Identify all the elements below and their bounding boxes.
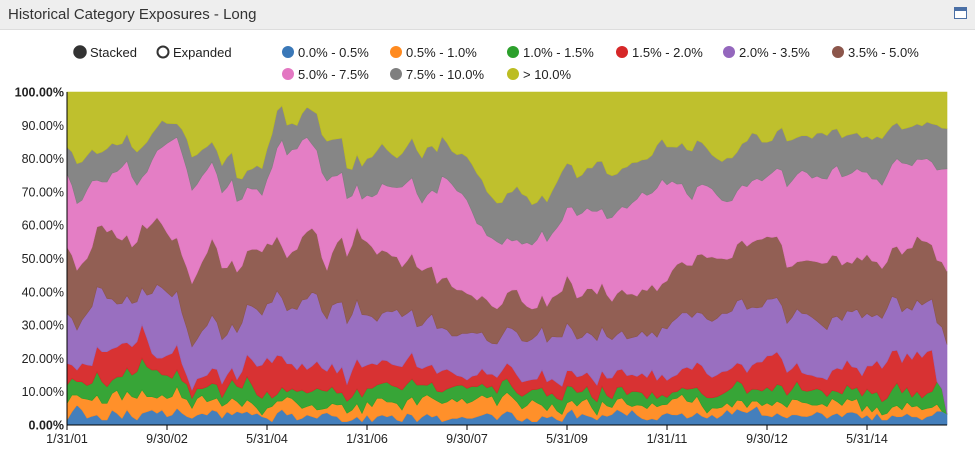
legend-swatch[interactable] bbox=[832, 46, 844, 58]
legend-swatch[interactable] bbox=[507, 68, 519, 80]
x-tick-label: 9/30/12 bbox=[746, 432, 788, 446]
y-tick-label: 60.00% bbox=[22, 219, 64, 233]
expanded-label: Expanded bbox=[173, 45, 232, 60]
stacked-label: Stacked bbox=[90, 45, 137, 60]
legend-label: 7.5% - 10.0% bbox=[406, 67, 484, 82]
y-tick-label: 50.00% bbox=[22, 252, 64, 266]
legend-label: 0.5% - 1.0% bbox=[406, 45, 477, 60]
legend-swatch[interactable] bbox=[282, 68, 294, 80]
y-tick-label: 20.00% bbox=[22, 352, 64, 366]
plot-area bbox=[66, 91, 948, 426]
area-series-9[interactable] bbox=[66, 91, 948, 206]
y-tick-label: 0.00% bbox=[29, 419, 64, 433]
x-tick-label: 9/30/02 bbox=[146, 432, 188, 446]
x-tick-label: 9/30/07 bbox=[446, 432, 488, 446]
legend-swatch[interactable] bbox=[723, 46, 735, 58]
maximize-icon[interactable] bbox=[954, 7, 967, 19]
legend-item-9[interactable]: > 10.0% bbox=[507, 67, 572, 82]
legend-swatch[interactable] bbox=[390, 46, 402, 58]
legend-item-5[interactable]: 2.0% - 3.5% bbox=[723, 45, 810, 60]
legend-label: > 10.0% bbox=[523, 67, 572, 82]
legend-label: 3.5% - 5.0% bbox=[848, 45, 919, 60]
y-tick-label: 30.00% bbox=[22, 319, 64, 333]
x-tick-label: 5/31/09 bbox=[546, 432, 588, 446]
expanded-radio[interactable]: Expanded bbox=[156, 45, 232, 60]
expanded-radio-dot[interactable] bbox=[156, 45, 170, 59]
x-tick-label: 1/31/06 bbox=[346, 432, 388, 446]
y-axis: 100.00% 90.00% 80.00% 70.00% 60.00% 50.00% 40.… bbox=[15, 86, 68, 433]
x-tick-label: 1/31/11 bbox=[647, 432, 688, 446]
y-tick-label: 100.00% bbox=[15, 86, 64, 100]
legend-item-6[interactable]: 3.5% - 5.0% bbox=[832, 45, 919, 60]
legend-label: 0.0% - 0.5% bbox=[298, 45, 369, 60]
legend-swatch[interactable] bbox=[616, 46, 628, 58]
x-axis: 1/31/01 9/30/02 5/31/04 1/31/06 9/30/07 5/31/… bbox=[46, 424, 947, 446]
x-tick-label: 5/31/14 bbox=[846, 432, 888, 446]
y-tick-label: 70.00% bbox=[22, 185, 64, 199]
panel-header: Historical Category Exposures - Long bbox=[0, 0, 975, 30]
legend-label: 2.0% - 3.5% bbox=[739, 45, 810, 60]
x-tick-label: 5/31/04 bbox=[246, 432, 288, 446]
legend-item-8[interactable]: 7.5% - 10.0% bbox=[390, 67, 484, 82]
y-tick-label: 80.00% bbox=[22, 152, 64, 166]
chart-controls: Stacked Expanded bbox=[73, 45, 232, 60]
stacked-radio[interactable]: Stacked bbox=[73, 45, 137, 60]
legend-swatch[interactable] bbox=[507, 46, 519, 58]
legend-item-2[interactable]: 0.5% - 1.0% bbox=[390, 45, 477, 60]
legend-item-1[interactable]: 0.0% - 0.5% bbox=[282, 45, 369, 60]
legend-item-3[interactable]: 1.0% - 1.5% bbox=[507, 45, 594, 60]
legend-label: 1.0% - 1.5% bbox=[523, 45, 594, 60]
panel-title: Historical Category Exposures - Long bbox=[8, 6, 257, 23]
legend-item-7[interactable]: 5.0% - 7.5% bbox=[282, 67, 369, 82]
y-tick-label: 90.00% bbox=[22, 119, 64, 133]
legend-swatch[interactable] bbox=[282, 46, 294, 58]
legend-label: 1.5% - 2.0% bbox=[632, 45, 703, 60]
y-tick-label: 10.00% bbox=[22, 385, 64, 399]
stacked-radio-dot[interactable] bbox=[73, 45, 87, 59]
legend-item-4[interactable]: 1.5% - 2.0% bbox=[616, 45, 703, 60]
x-tick-label: 1/31/01 bbox=[46, 432, 88, 446]
legend-swatch[interactable] bbox=[390, 68, 402, 80]
legend-label: 5.0% - 7.5% bbox=[298, 67, 369, 82]
y-tick-label: 40.00% bbox=[22, 285, 64, 299]
legend: 0.0% - 0.5% 0.5% - 1.0% 1.0% - 1.5% 1.5% - … bbox=[282, 45, 919, 82]
